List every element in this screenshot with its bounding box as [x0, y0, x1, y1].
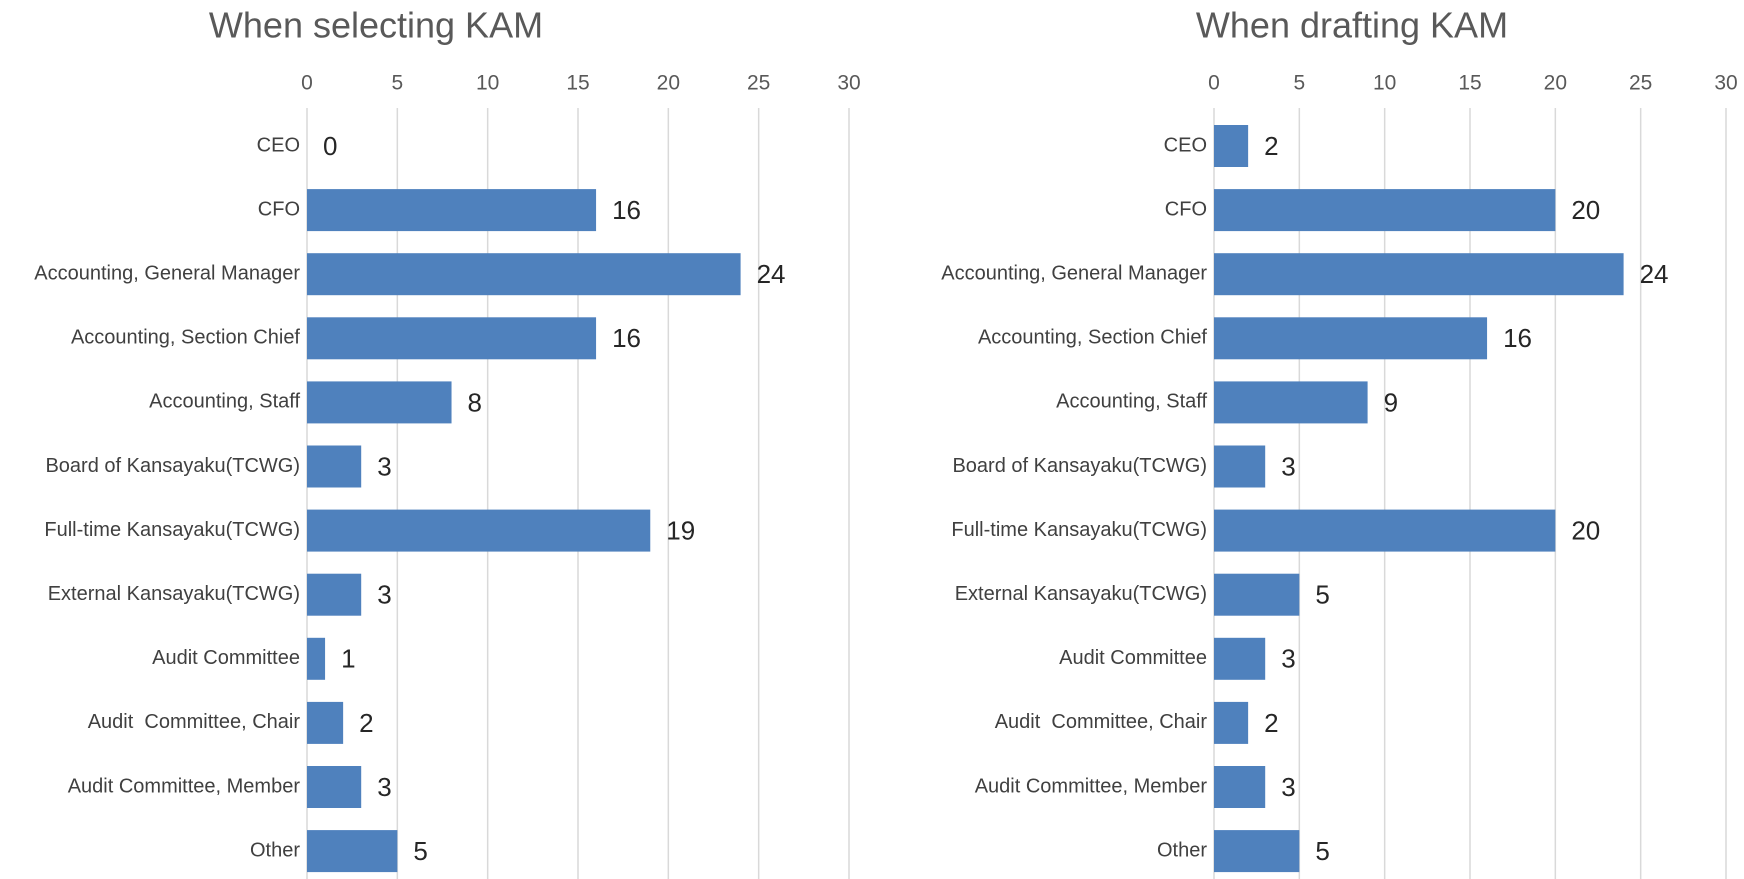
- data-label: 1: [341, 644, 355, 674]
- bar: [307, 637, 326, 680]
- bar: [1214, 189, 1556, 232]
- y-tick-label: Audit Committee, Member: [975, 775, 1208, 797]
- bar: [307, 189, 597, 232]
- x-tick-label: 15: [1458, 72, 1481, 95]
- data-label: 3: [1281, 772, 1295, 802]
- y-tick-label: Accounting, Section Chief: [71, 327, 300, 349]
- bar: [1214, 509, 1556, 552]
- bar: [307, 701, 344, 744]
- y-tick-label: Audit Committee, Chair: [88, 711, 301, 733]
- x-tick-label: 20: [657, 72, 680, 95]
- bar: [1214, 381, 1368, 424]
- y-tick-label: Accounting, Section Chief: [978, 327, 1207, 349]
- data-label: 3: [377, 772, 391, 802]
- x-tick-label: 30: [837, 72, 860, 95]
- x-tick-label: 0: [301, 72, 313, 95]
- data-label: 3: [377, 580, 391, 610]
- y-tick-label: Accounting, General Manager: [941, 262, 1207, 284]
- y-tick-label: Other: [1157, 839, 1207, 861]
- y-tick-label: Full-time Kansayaku(TCWG): [951, 519, 1207, 541]
- y-tick-label: CFO: [1165, 198, 1207, 220]
- data-label: 24: [757, 259, 786, 289]
- bar: [1214, 125, 1249, 167]
- y-tick-label: Board of Kansayaku(TCWG): [45, 455, 300, 477]
- data-label: 5: [413, 836, 427, 866]
- bar: [1214, 445, 1266, 488]
- bar: [1214, 253, 1624, 296]
- y-tick-label: Accounting, Staff: [1056, 391, 1207, 413]
- data-label: 3: [1281, 644, 1295, 674]
- data-label: 16: [1503, 323, 1532, 353]
- y-tick-label: Accounting, Staff: [149, 391, 300, 413]
- data-label: 20: [1571, 515, 1600, 545]
- y-tick-label: Accounting, General Manager: [34, 262, 300, 284]
- data-label: 16: [612, 195, 641, 225]
- x-tick-label: 5: [1293, 72, 1305, 95]
- x-tick-label: 20: [1544, 72, 1567, 95]
- x-tick-label: 10: [1373, 72, 1396, 95]
- bar: [1214, 766, 1266, 808]
- x-tick-label: 25: [1629, 72, 1652, 95]
- y-tick-label: CEO: [1164, 134, 1207, 156]
- bar: [307, 253, 741, 296]
- data-label: 16: [612, 323, 641, 353]
- bar: [1214, 701, 1249, 744]
- data-label: 19: [666, 515, 695, 545]
- x-tick-label: 25: [747, 72, 770, 95]
- bar: [307, 445, 362, 488]
- x-tick-label: 0: [1208, 72, 1220, 95]
- bar: [307, 381, 452, 424]
- x-tick-label: 30: [1714, 72, 1737, 95]
- x-tick-label: 10: [476, 72, 499, 95]
- data-label: 5: [1315, 580, 1329, 610]
- data-label: 3: [1281, 451, 1295, 481]
- bar: [307, 573, 362, 616]
- y-tick-label: Audit Committee: [152, 647, 300, 669]
- y-tick-label: Other: [250, 839, 300, 861]
- data-label: 2: [359, 708, 373, 738]
- bar: [1214, 637, 1266, 680]
- data-label: 2: [1264, 131, 1278, 161]
- data-label: 5: [1315, 836, 1329, 866]
- bar: [1214, 317, 1488, 360]
- y-tick-label: CEO: [257, 134, 300, 156]
- bar: [1214, 573, 1300, 616]
- y-tick-label: External Kansayaku(TCWG): [48, 583, 300, 605]
- data-label: 20: [1571, 195, 1600, 225]
- data-label: 8: [468, 387, 482, 417]
- data-label: 9: [1384, 387, 1398, 417]
- y-tick-label: Audit Committee, Chair: [995, 711, 1208, 733]
- y-tick-label: External Kansayaku(TCWG): [955, 583, 1207, 605]
- bar: [307, 830, 398, 873]
- bar: [307, 317, 597, 360]
- y-tick-label: Audit Committee: [1059, 647, 1207, 669]
- bar: [307, 509, 651, 552]
- chart-title: When selecting KAM: [209, 5, 543, 46]
- y-tick-label: Full-time Kansayaku(TCWG): [44, 519, 300, 541]
- bar: [1214, 830, 1300, 873]
- data-label: 2: [1264, 708, 1278, 738]
- y-tick-label: Board of Kansayaku(TCWG): [952, 455, 1207, 477]
- data-label: 24: [1640, 259, 1669, 289]
- data-label: 0: [323, 131, 337, 161]
- x-tick-label: 15: [566, 72, 589, 95]
- x-tick-label: 5: [391, 72, 403, 95]
- data-label: 3: [377, 451, 391, 481]
- bar: [307, 766, 362, 808]
- chart-title: When drafting KAM: [1196, 5, 1508, 46]
- y-tick-label: CFO: [258, 198, 300, 220]
- y-tick-label: Audit Committee, Member: [68, 775, 301, 797]
